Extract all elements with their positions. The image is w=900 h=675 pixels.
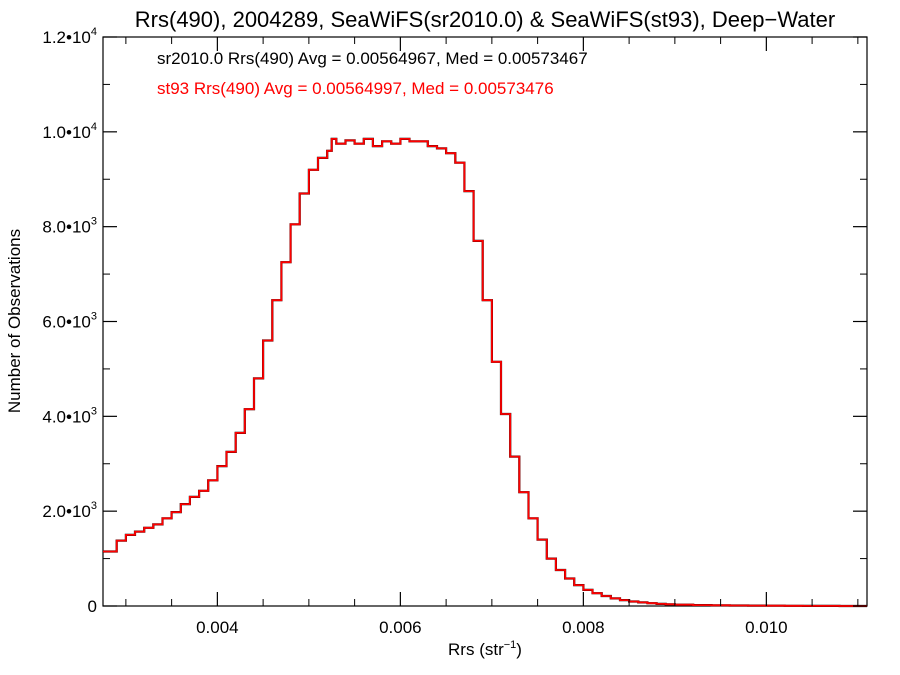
y-tick-label-1: 2.0•103	[42, 500, 97, 521]
series-layer	[103, 137, 867, 608]
series-line-1	[103, 138, 867, 607]
chart-title: Rrs(490), 2004289, SeaWiFS(sr2010.0) & S…	[135, 7, 835, 32]
x-tick-label-2: 0.008	[562, 618, 605, 637]
plot-area: 0.004 0.006 0.008 0.010 0 2.0•103 4.0•103 6.0•…	[42, 26, 868, 637]
y-tick-label-6: 1.2•104	[42, 26, 97, 47]
y-tick-label-0: 0	[88, 597, 97, 616]
annotation-st93: st93 Rrs(490) Avg = 0.00564997, Med = 0.…	[157, 79, 554, 98]
x-ticks: 0.004 0.006 0.008 0.010	[125, 37, 859, 637]
y-tick-label-5: 1.0•104	[42, 121, 97, 142]
x-axis-label-base: Rrs (str	[448, 640, 504, 659]
x-axis-label: Rrs (str−1)	[448, 639, 522, 659]
y-tick-label-4: 8.0•103	[42, 216, 97, 237]
y-tick-label-2: 4.0•103	[42, 405, 97, 426]
y-axis-label: Number of Observations	[5, 229, 24, 413]
y-tick-label-3: 6.0•103	[42, 311, 97, 332]
annotation-sr2010: sr2010.0 Rrs(490) Avg = 0.00564967, Med …	[157, 49, 588, 68]
x-tick-label-1: 0.006	[379, 618, 422, 637]
y-ticks: 0 2.0•103 4.0•103 6.0•103 8.0•103 1.0•104 1.2•…	[42, 26, 867, 616]
x-axis-label-close: )	[516, 640, 522, 659]
x-tick-label-3: 0.010	[745, 618, 788, 637]
x-axis-label-superscript: −1	[504, 639, 517, 651]
x-tick-label-0: 0.004	[196, 618, 239, 637]
series-line-0	[103, 137, 867, 608]
plot-frame	[102, 36, 868, 607]
